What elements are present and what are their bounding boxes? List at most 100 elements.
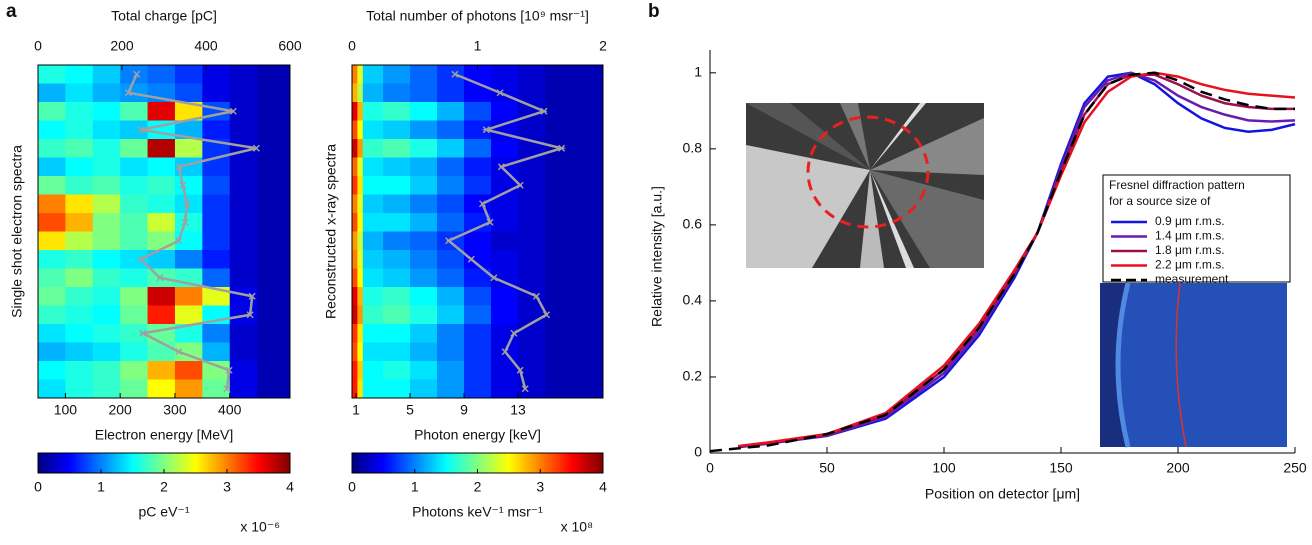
heatmap-cell — [544, 231, 604, 251]
heatmap-cell — [120, 379, 148, 399]
heatmap-cell — [202, 213, 231, 232]
heatmap-cell — [352, 250, 358, 269]
heatmap-cell — [120, 250, 148, 269]
heatmap-cell — [120, 65, 148, 84]
heatmap-cell — [544, 379, 604, 399]
heatmap-cell — [147, 157, 176, 177]
overlay-marker — [175, 163, 183, 171]
heatmap-cell — [357, 324, 364, 343]
heatmap-cell — [437, 324, 465, 343]
heatmap-cell — [65, 83, 94, 103]
heatmap-cell — [357, 213, 364, 232]
heatmap-cell — [352, 213, 358, 232]
y-axis-label: Reconstructed x-ray spectra — [323, 144, 339, 319]
inset-shadow — [1100, 283, 1128, 447]
heatmap-cell — [544, 83, 604, 103]
heatmap-cell — [464, 194, 492, 214]
heatmap-cell — [257, 231, 291, 251]
colorbar-label: Photons keV⁻¹ msr⁻¹ — [412, 504, 543, 520]
heatmap-cell — [544, 102, 604, 121]
heatmap-cell — [490, 287, 519, 306]
heatmap-cell — [257, 268, 291, 288]
heatmap-cell — [357, 194, 364, 214]
heatmap-cell — [38, 379, 66, 399]
heatmap-cell — [544, 342, 604, 362]
heatmap-cell — [544, 250, 604, 269]
heatmap-cell — [229, 65, 258, 84]
x-tick-label: 0 — [706, 460, 714, 476]
heatmap-cell — [410, 102, 438, 121]
heatmap-cell — [92, 324, 121, 343]
legend-title: Fresnel diffraction pattern — [1109, 178, 1245, 192]
y-tick-label: 1 — [694, 64, 702, 80]
heatmap-cell — [410, 120, 438, 140]
heatmap-cell — [147, 176, 176, 195]
heatmap-cell — [383, 83, 411, 103]
inset-background — [1100, 283, 1287, 447]
overlay-marker — [482, 126, 490, 134]
y-tick-label: 0 — [694, 444, 702, 460]
heatmap-cell — [437, 250, 465, 269]
heatmap-cell — [362, 361, 384, 380]
heatmap-cell — [352, 157, 358, 177]
heatmap-cell — [174, 305, 203, 325]
heatmap-cell — [202, 268, 231, 288]
heatmap-cell — [490, 194, 519, 214]
overlay-marker — [540, 107, 548, 115]
heatmap-cell — [357, 379, 364, 399]
heatmap-cell — [490, 268, 519, 288]
heatmap-cell — [464, 157, 492, 177]
wedge — [870, 170, 914, 268]
heatmap-cell — [352, 342, 358, 362]
overlay-marker — [175, 237, 183, 245]
x-tick-label: 250 — [1283, 460, 1307, 476]
heatmap-cell — [174, 139, 203, 158]
colorbar-multiplier: x 10⁸ — [561, 519, 593, 535]
heatmap-cell — [517, 342, 546, 362]
heatmap-cell — [362, 231, 384, 251]
heatmap-cell — [65, 305, 94, 325]
heatmap-cell — [362, 268, 384, 288]
heatmap-cell — [65, 102, 94, 121]
heatmap-cell — [229, 157, 258, 177]
legend-label: 0.9 μm r.m.s. — [1155, 214, 1225, 228]
heatmap-cell — [410, 213, 438, 232]
y-tick-label: 0.6 — [683, 216, 703, 232]
heatmap-cell — [202, 176, 231, 195]
heatmap-cell — [38, 305, 66, 325]
heatmap-cell — [257, 213, 291, 232]
heatmap-cell — [352, 102, 358, 121]
heatmap-cell — [464, 83, 492, 103]
heatmap-cell — [92, 194, 121, 214]
colorbar-tick-label: 2 — [474, 479, 482, 495]
heatmap-cell — [352, 361, 358, 380]
heatmap-cell — [174, 324, 203, 343]
heatmap-cell — [383, 342, 411, 362]
heatmap-cell — [147, 305, 176, 325]
x2-tick-label: 0 — [348, 38, 356, 54]
x-tick-label: 100 — [932, 460, 956, 476]
overlay-marker — [248, 292, 256, 300]
heatmap-cell — [362, 287, 384, 306]
heatmap-cell — [544, 287, 604, 306]
heatmap-cell — [362, 157, 384, 177]
heatmap-cell — [38, 194, 66, 214]
heatmap-cell — [410, 65, 438, 84]
x2-axis-label: Total number of photons [10⁹ msr⁻¹] — [366, 8, 589, 24]
heatmap-cell — [257, 361, 291, 380]
heatmap-cell — [383, 194, 411, 214]
overlay-marker — [521, 385, 529, 393]
heatmap-cell — [362, 379, 384, 399]
panel-label: a — [6, 1, 17, 22]
overlay-marker — [516, 366, 524, 374]
heatmap-cell — [362, 213, 384, 232]
heatmap-cell — [357, 250, 364, 269]
heatmap-cell — [147, 194, 176, 214]
heatmap-cell — [38, 157, 66, 177]
x-tick-label: 150 — [1049, 460, 1073, 476]
heatmap-cell — [517, 213, 546, 232]
heatmap-cell — [92, 287, 121, 306]
heatmap-cell — [174, 65, 203, 84]
